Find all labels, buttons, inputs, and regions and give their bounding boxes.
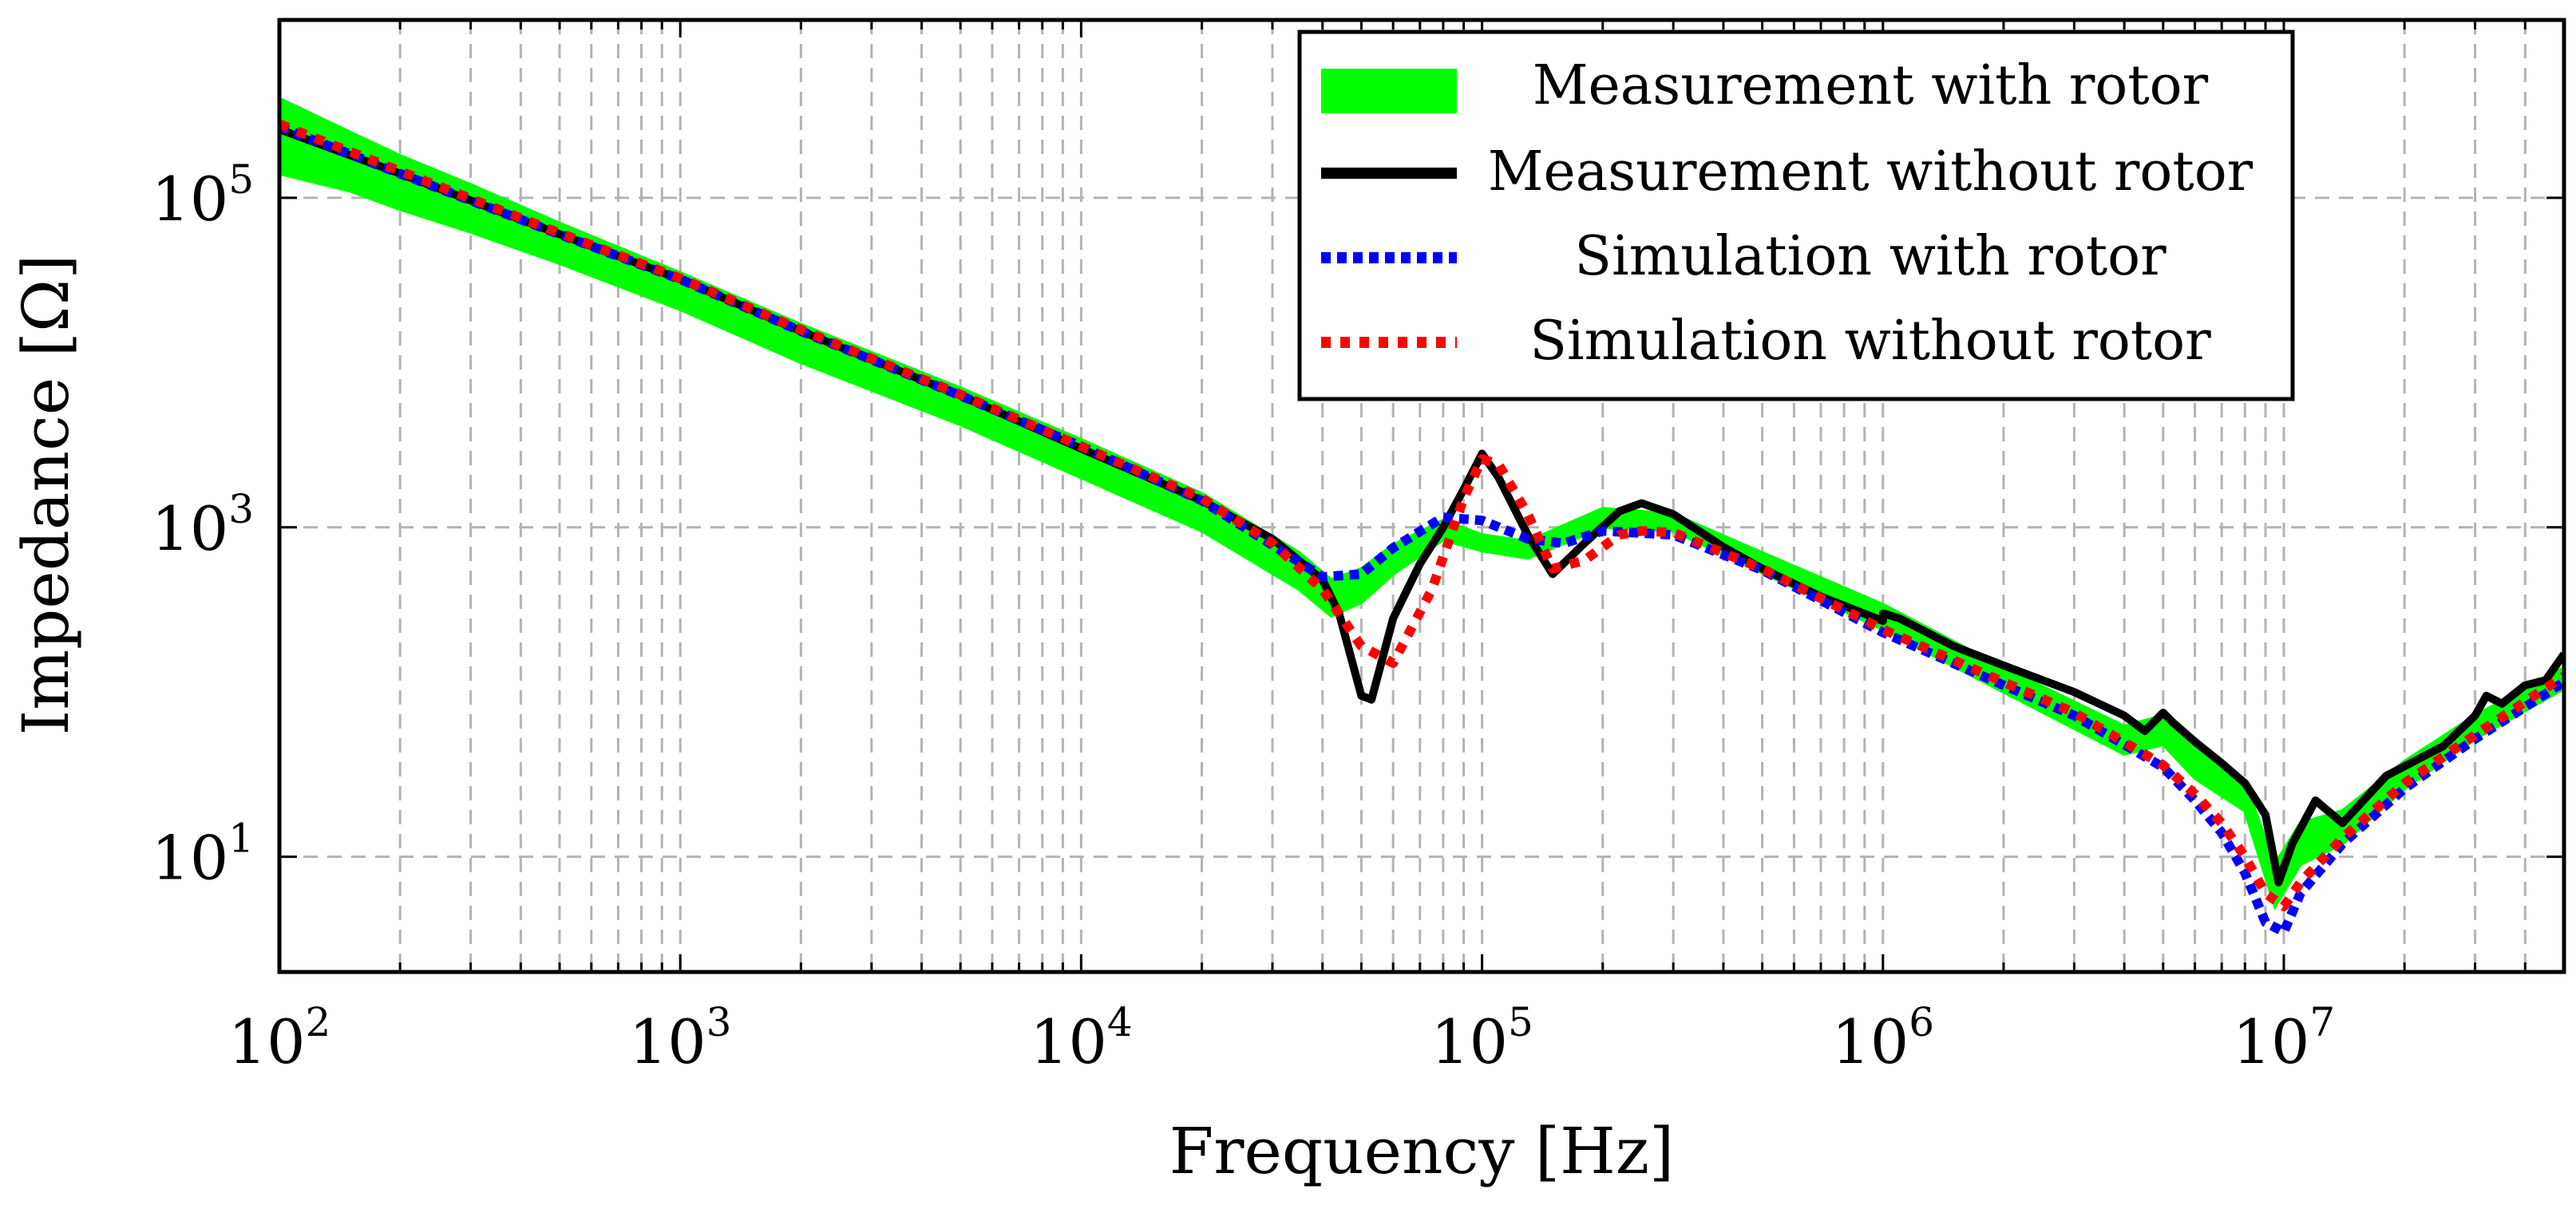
series-simulation-without-rotor [279, 119, 2564, 911]
x-tick-label: 104 [1030, 999, 1133, 1077]
legend: Measurement with rotor Measurement witho… [1297, 30, 2295, 401]
legend-box [1297, 30, 2295, 401]
x-tick-label: 105 [1430, 999, 1533, 1077]
series-layer [279, 97, 2564, 937]
plot-frame [277, 18, 2566, 974]
legend-label-measurement-without-rotor: Measurement without rotor [1488, 140, 2254, 203]
x-axis-label: Frequency [Hz] [1169, 1114, 1674, 1188]
legend-label-measurement-with-rotor: Measurement with rotor [1533, 54, 2209, 117]
series-simulation-with-rotor [279, 122, 2564, 937]
y-tick-label: 103 [151, 486, 254, 564]
legend-label-simulation-with-rotor: Simulation with rotor [1574, 225, 2166, 288]
y-axis-label: Impedance [Ω] [9, 255, 83, 736]
x-tick-labels: 102 103 104 105 106 107 [228, 999, 2336, 1077]
series-measurement-with-rotor [279, 97, 2564, 911]
x-tick-label: 103 [629, 999, 732, 1077]
legend-swatch-measurement-with-rotor [1321, 69, 1457, 113]
series-measurement-without-rotor [279, 125, 2564, 887]
legend-label-simulation-without-rotor: Simulation without rotor [1529, 310, 2211, 373]
